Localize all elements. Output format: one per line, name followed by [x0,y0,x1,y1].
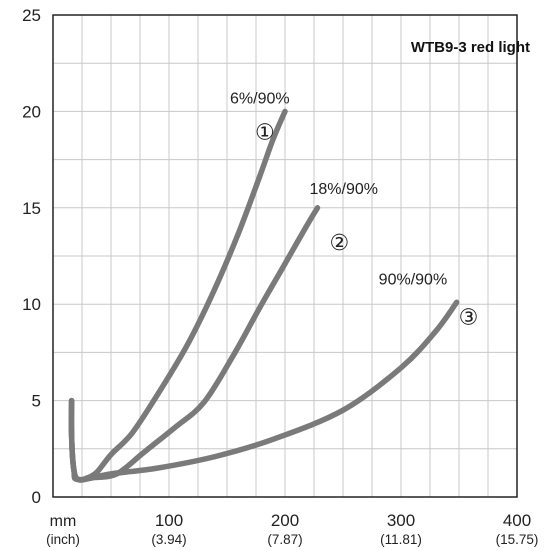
plot-frame [52,14,518,498]
x-tick-label: 200 [271,511,299,530]
y-tick-label: 20 [22,102,41,121]
y-tick-label: 25 [22,6,41,25]
x-tick-label: 300 [387,511,415,530]
series-labels: 6%/90% ① 18%/90% ② 90%/90% ③ [230,90,478,330]
series-group [68,108,460,483]
chart-title: WTB9-3 red light [411,39,530,56]
x-unit-label: mm [50,513,77,530]
x-unit-alt-label: (inch) [46,532,80,547]
x-tick-label: 100 [155,511,183,530]
series-line [68,299,460,483]
y-tick-labels: 0 5 10 15 20 25 [22,6,41,507]
x-tick-sublabel: (15.75) [496,532,539,547]
series-marker-label: ② [329,231,349,256]
series-name-label: 6%/90% [230,90,290,107]
series-marker-label: ① [255,120,275,145]
y-tick-label: 0 [32,488,41,507]
grid [53,15,517,497]
y-tick-label: 15 [22,199,41,218]
x-tick-label: 400 [503,511,531,530]
series-marker-label: ③ [459,305,479,330]
series-name-label: 18%/90% [309,181,378,198]
y-tick-label: 10 [22,295,41,314]
x-tick-sublabel: (7.87) [267,532,302,547]
x-tick-sublabel: (11.81) [380,532,422,547]
plot-border [52,14,518,498]
y-tick-label: 5 [32,392,41,411]
x-tick-labels: 100 (3.94) 200 (7.87) 300 (11.81) 400 (15.75) [151,511,538,547]
series-name-label: 90%/90% [379,271,448,288]
x-tick-sublabel: (3.94) [151,532,186,547]
